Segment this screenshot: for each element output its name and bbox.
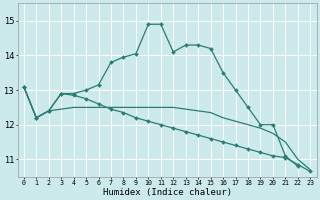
X-axis label: Humidex (Indice chaleur): Humidex (Indice chaleur) — [102, 188, 232, 197]
